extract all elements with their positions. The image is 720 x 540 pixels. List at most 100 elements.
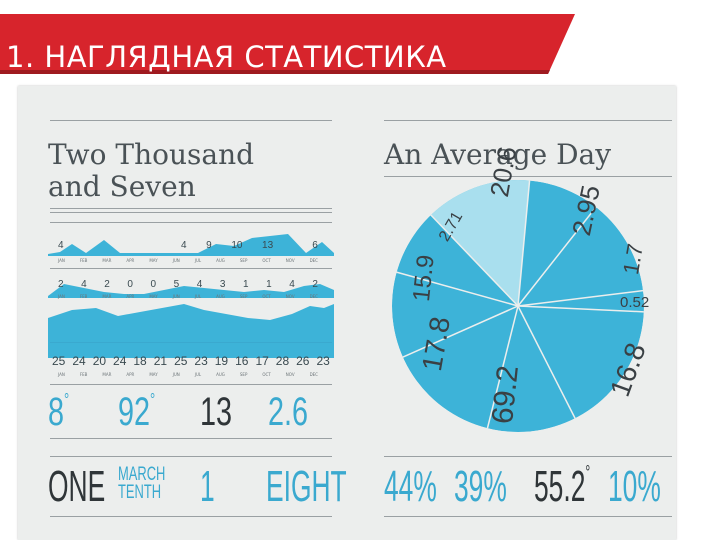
left-headline-line2: and Seven <box>48 170 196 203</box>
chart3-value: 20 <box>92 354 107 368</box>
stat-high-temp: 92° <box>118 390 155 435</box>
chart1-fill <box>48 234 334 256</box>
month-label: MAY <box>149 372 158 377</box>
chart1-rule <box>50 222 332 223</box>
chart2-value: 2 <box>312 279 318 290</box>
stat-march-tenth: MARCH TENTH <box>118 464 166 503</box>
month-label: JUN <box>172 258 180 263</box>
month-label: MAY <box>149 258 158 263</box>
month-label: NOV <box>285 372 295 377</box>
chart3-months: JAN FEB MAR APR MAY JUN JUL AUG SEP OCT … <box>58 372 318 377</box>
chart3-value: 23 <box>194 354 208 368</box>
chart1-value: 9 <box>206 240 212 251</box>
stat-line: MARCH <box>118 464 166 485</box>
pie-label-0-52: 0.52 <box>620 294 650 311</box>
chart2-fill <box>48 284 334 298</box>
stats-rule-mid <box>50 438 332 439</box>
chart1-values: 4 4 9 10 13 6 <box>58 240 318 251</box>
month-label: SEP <box>239 258 248 263</box>
stats-rule-bottom <box>50 456 332 457</box>
chart2-area <box>48 284 334 298</box>
stat-value: 92 <box>118 390 151 434</box>
month-label: OCT <box>262 294 271 299</box>
chart3-value: 18 <box>133 354 147 368</box>
chart3-value: 28 <box>275 354 290 368</box>
right-stats-rule-end <box>384 516 672 517</box>
month-label: DEC <box>309 258 318 263</box>
stat-10-percent: 10% <box>608 462 661 511</box>
chart2-value: 0 <box>150 279 157 290</box>
degree-sign: ° <box>585 462 591 484</box>
chart1-value: 4 <box>181 240 187 251</box>
right-stats-rule <box>384 456 672 457</box>
month-label: JUL <box>194 372 202 377</box>
month-label: JAN <box>58 258 65 263</box>
stat-value: 55.2 <box>534 462 586 511</box>
pie-label-15-9: 15.9 <box>408 253 440 303</box>
month-label: JUN <box>172 372 180 377</box>
chart2-values: 2 4 2 0 0 5 4 3 1 1 4 2 <box>58 279 318 290</box>
stat-line: TENTH <box>118 482 162 503</box>
chart3-value: 24 <box>113 354 127 368</box>
month-label: SEP <box>239 294 248 299</box>
month-label: MAR <box>102 258 112 263</box>
chart2-value: 1 <box>243 279 249 290</box>
stat-39-percent: 39% <box>454 462 507 511</box>
month-label: JUN <box>172 294 180 299</box>
month-label: FEB <box>79 372 88 377</box>
month-label: JUL <box>194 258 202 263</box>
month-label: AUG <box>216 294 225 299</box>
month-label: FEB <box>79 294 88 299</box>
top-rule-left <box>50 120 332 121</box>
chart1-months: JAN FEB MAR APR MAY JUN JUL AUG SEP OCT … <box>58 258 318 263</box>
month-label: AUG <box>216 258 225 263</box>
month-label: AUG <box>216 372 225 377</box>
stat-one-numeric: 1 <box>200 462 215 511</box>
chart1-value: 4 <box>58 240 64 251</box>
chart3-value: 26 <box>296 354 310 368</box>
pie-label-69-2: 69.2 <box>486 363 525 426</box>
month-label: APR <box>126 372 135 377</box>
chart2-value: 4 <box>81 279 87 290</box>
month-label: JAN <box>58 372 65 377</box>
month-label: FEB <box>79 258 88 263</box>
chart2-value: 4 <box>289 279 295 290</box>
chart3-value: 16 <box>235 354 249 368</box>
banner-shape <box>0 14 575 74</box>
top-rule-right <box>384 120 672 121</box>
chart3-value: 24 <box>72 354 86 368</box>
degree-sign: ° <box>150 390 156 410</box>
stat-44-percent: 44% <box>384 462 437 511</box>
month-label: JAN <box>58 294 65 299</box>
stat-eight: EIGHT <box>266 462 347 511</box>
pie-slice-light <box>428 180 530 306</box>
month-label: MAY <box>149 294 158 299</box>
stat-one: ONE <box>48 462 106 511</box>
stat-value: 8 <box>48 390 65 434</box>
month-label: OCT <box>262 258 271 263</box>
chart2-value: 3 <box>219 279 226 290</box>
degree-sign: ° <box>64 390 70 410</box>
chart1-area <box>48 234 334 256</box>
stat-55-2: 55.2° <box>534 462 590 512</box>
chart2-value: 2 <box>104 279 110 290</box>
chart3-value: 23 <box>316 354 330 368</box>
month-label: MAR <box>102 294 112 299</box>
month-label: NOV <box>285 294 295 299</box>
month-label: JUL <box>194 294 202 299</box>
month-label: DEC <box>309 372 318 377</box>
chart2-value: 1 <box>266 279 272 290</box>
right-headline-rule <box>384 176 672 177</box>
month-label: APR <box>126 294 135 299</box>
stat-rainfall: 2.6 <box>268 390 309 434</box>
chart2-rule <box>50 268 332 269</box>
month-label: NOV <box>285 258 295 263</box>
month-label: SEP <box>239 372 248 377</box>
stats-rule-end <box>50 516 332 517</box>
chart3-value: 25 <box>52 354 66 368</box>
month-label: DEC <box>309 294 318 299</box>
month-label: MAR <box>102 372 112 377</box>
chart2-value: 2 <box>58 279 64 290</box>
left-headline-line1: Two Thousand <box>48 138 255 171</box>
right-headline: An Average Day <box>384 138 612 171</box>
